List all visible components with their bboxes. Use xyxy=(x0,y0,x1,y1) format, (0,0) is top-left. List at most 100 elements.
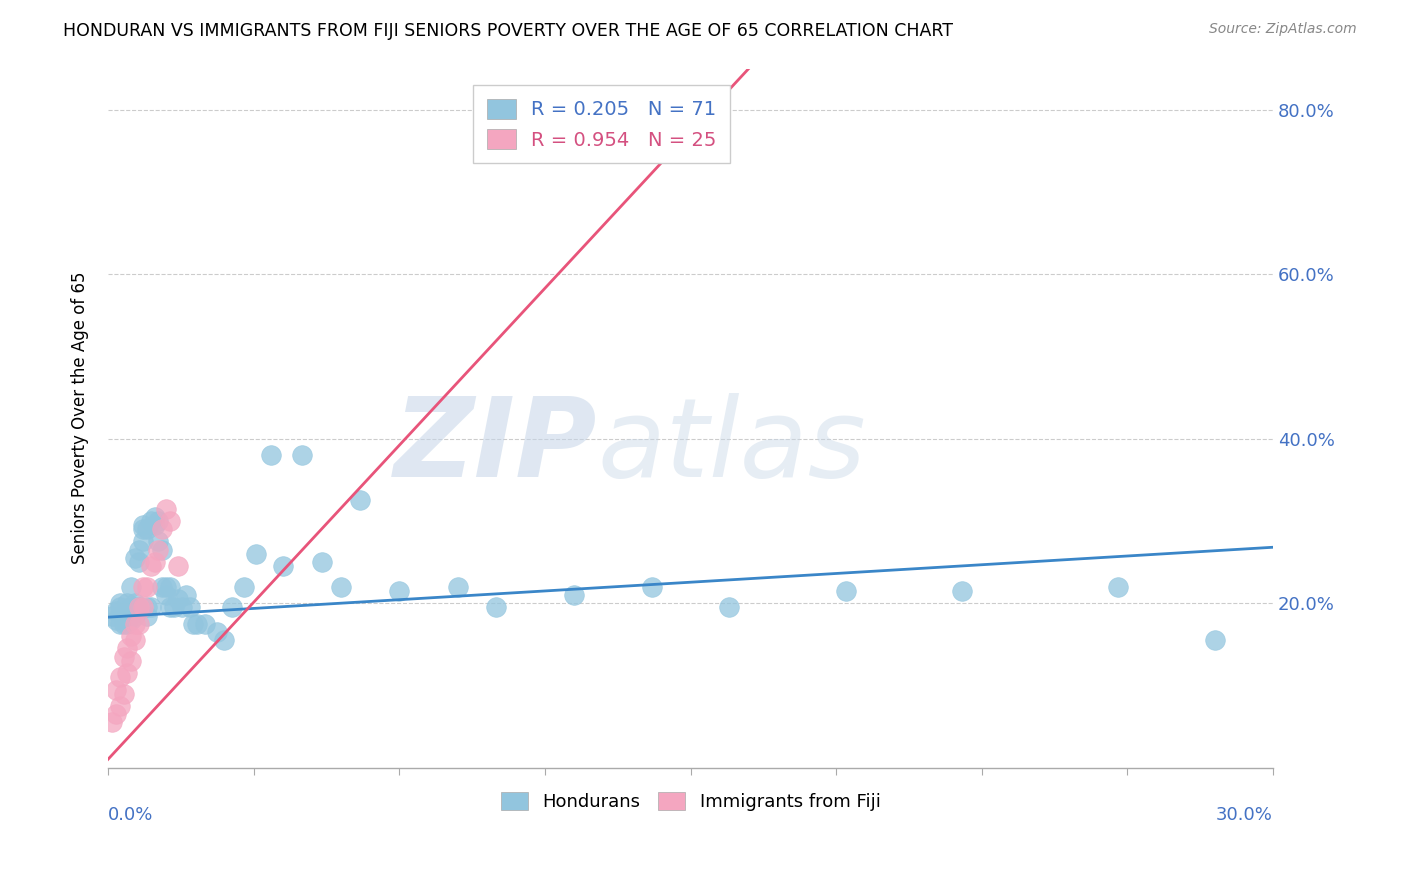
Text: HONDURAN VS IMMIGRANTS FROM FIJI SENIORS POVERTY OVER THE AGE OF 65 CORRELATION : HONDURAN VS IMMIGRANTS FROM FIJI SENIORS… xyxy=(63,22,953,40)
Point xyxy=(167,559,190,574)
Point xyxy=(104,613,127,627)
Point xyxy=(124,551,146,566)
Point xyxy=(132,580,155,594)
Point xyxy=(132,518,155,533)
Point xyxy=(135,608,157,623)
Point xyxy=(112,649,135,664)
Point xyxy=(835,583,858,598)
Point xyxy=(117,604,139,618)
Point xyxy=(349,493,371,508)
Point xyxy=(132,600,155,615)
Point xyxy=(143,555,166,569)
Point xyxy=(446,580,468,594)
Point xyxy=(128,600,150,615)
Point xyxy=(108,616,131,631)
Point xyxy=(170,600,193,615)
Point xyxy=(1204,633,1226,648)
Point xyxy=(291,448,314,462)
Point xyxy=(117,641,139,656)
Point xyxy=(562,588,585,602)
Text: atlas: atlas xyxy=(598,392,866,500)
Point xyxy=(159,600,181,615)
Point xyxy=(311,555,333,569)
Point xyxy=(183,616,205,631)
Point xyxy=(124,596,146,610)
Point xyxy=(117,596,139,610)
Point xyxy=(124,616,146,631)
Point xyxy=(101,715,124,730)
Point xyxy=(150,542,173,557)
Y-axis label: Seniors Poverty Over the Age of 65: Seniors Poverty Over the Age of 65 xyxy=(72,272,89,565)
Point xyxy=(104,604,127,618)
Point xyxy=(186,616,208,631)
Point xyxy=(132,522,155,536)
Point xyxy=(221,600,243,615)
Point xyxy=(950,583,973,598)
Point xyxy=(101,608,124,623)
Point xyxy=(163,600,186,615)
Point xyxy=(124,633,146,648)
Text: 0.0%: 0.0% xyxy=(108,806,153,824)
Point xyxy=(104,682,127,697)
Point xyxy=(112,616,135,631)
Point xyxy=(112,608,135,623)
Point xyxy=(232,580,254,594)
Point xyxy=(120,608,142,623)
Point xyxy=(120,613,142,627)
Point xyxy=(135,580,157,594)
Point xyxy=(1107,580,1129,594)
Point xyxy=(108,600,131,615)
Point xyxy=(388,583,411,598)
Point xyxy=(139,600,162,615)
Point xyxy=(718,600,741,615)
Point xyxy=(150,580,173,594)
Point xyxy=(143,509,166,524)
Point xyxy=(135,522,157,536)
Point xyxy=(330,580,353,594)
Point xyxy=(120,629,142,643)
Point xyxy=(117,616,139,631)
Point xyxy=(150,522,173,536)
Point xyxy=(271,559,294,574)
Point xyxy=(128,600,150,615)
Point xyxy=(155,588,177,602)
Point xyxy=(128,542,150,557)
Point xyxy=(117,608,139,623)
Point xyxy=(640,580,662,594)
Point xyxy=(135,600,157,615)
Point xyxy=(108,670,131,684)
Point xyxy=(148,534,170,549)
Point xyxy=(139,559,162,574)
Text: ZIP: ZIP xyxy=(394,392,598,500)
Point xyxy=(108,698,131,713)
Point xyxy=(148,514,170,528)
Point xyxy=(260,448,283,462)
Point xyxy=(120,600,142,615)
Point xyxy=(132,534,155,549)
Point xyxy=(245,547,267,561)
Point xyxy=(112,608,135,623)
Point xyxy=(167,592,190,607)
Point xyxy=(128,616,150,631)
Point xyxy=(174,588,197,602)
Point xyxy=(139,514,162,528)
Point xyxy=(485,600,508,615)
Legend: Hondurans, Immigrants from Fiji: Hondurans, Immigrants from Fiji xyxy=(494,784,887,818)
Point xyxy=(112,687,135,701)
Point xyxy=(194,616,217,631)
Point xyxy=(124,608,146,623)
Point xyxy=(117,666,139,681)
Point xyxy=(120,654,142,668)
Point xyxy=(214,633,236,648)
Point xyxy=(120,580,142,594)
Point xyxy=(205,624,228,639)
Text: 30.0%: 30.0% xyxy=(1216,806,1272,824)
Point xyxy=(143,518,166,533)
Point xyxy=(104,707,127,722)
Point xyxy=(159,514,181,528)
Point xyxy=(124,600,146,615)
Point xyxy=(148,542,170,557)
Point xyxy=(108,596,131,610)
Text: Source: ZipAtlas.com: Source: ZipAtlas.com xyxy=(1209,22,1357,37)
Point xyxy=(155,580,177,594)
